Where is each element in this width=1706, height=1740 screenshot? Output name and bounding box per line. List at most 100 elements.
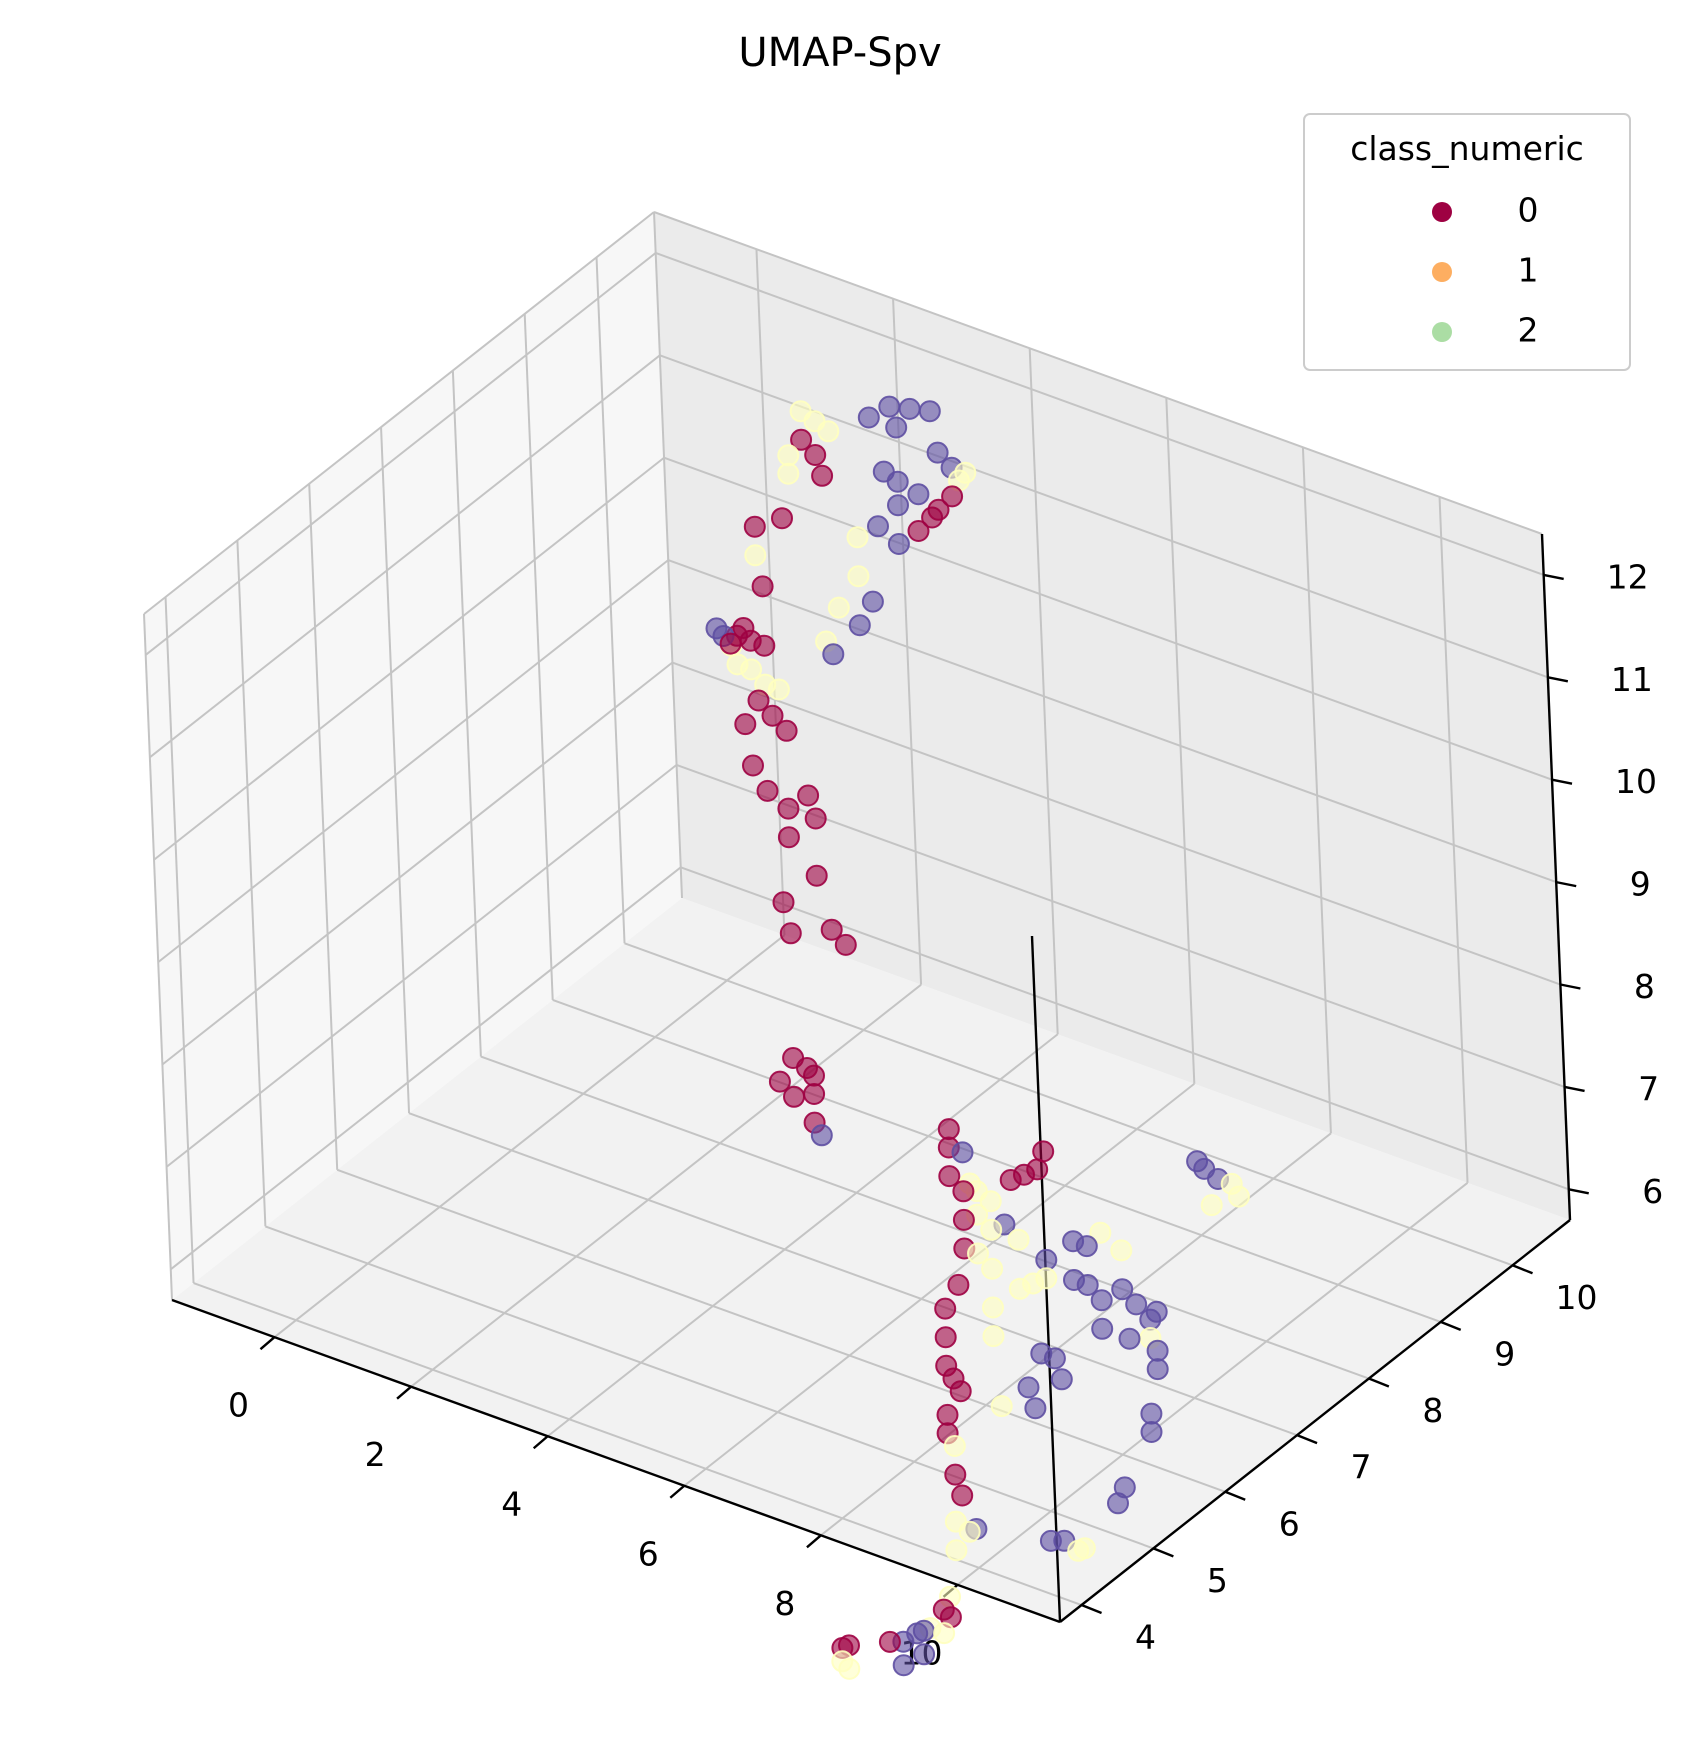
- data-point: [878, 1630, 901, 1653]
- grid-line-y: [408, 1112, 1298, 1437]
- z-tick: [1555, 880, 1577, 888]
- axis-panes: [144, 212, 1570, 1622]
- z-axis-line: [1540, 533, 1572, 1221]
- data-point: [810, 1124, 833, 1147]
- grid-line-z: [145, 252, 657, 656]
- grid-line-x: [1301, 447, 1332, 1134]
- legend-label: 2: [1518, 311, 1539, 350]
- y-tick-label: 8: [1422, 1391, 1443, 1430]
- z-tick: [1547, 676, 1569, 683]
- data-point: [887, 494, 909, 517]
- grid-line-z: [663, 456, 1553, 781]
- data-point: [907, 483, 930, 506]
- data-point: [804, 444, 827, 466]
- data-point: [934, 1326, 957, 1349]
- data-point: [783, 1085, 805, 1108]
- z-tick: [1568, 1188, 1589, 1195]
- x-axis-line: [171, 1298, 1061, 1624]
- x-tick: [806, 1534, 822, 1549]
- grid-line-z: [672, 661, 1561, 986]
- legend-frame: [1303, 113, 1631, 371]
- data-point: [898, 397, 921, 420]
- data-point: [1008, 1277, 1031, 1300]
- data-point: [779, 922, 802, 945]
- x-tick-label: 4: [501, 1485, 522, 1524]
- data-point: [1125, 1293, 1148, 1316]
- y-tick-label: 10: [1556, 1278, 1598, 1317]
- z-tick: [1560, 983, 1581, 990]
- legend-label: 1: [1518, 251, 1539, 290]
- data-point: [967, 1242, 989, 1265]
- data-point: [1017, 1376, 1040, 1399]
- y-tick: [1440, 1320, 1462, 1332]
- legend-marker: [1432, 262, 1452, 282]
- data-point: [817, 420, 840, 443]
- data-point: [734, 713, 757, 736]
- data-point: [943, 1435, 966, 1457]
- grid-line-z: [153, 456, 665, 861]
- data-point: [892, 1654, 915, 1677]
- data-point: [803, 1083, 826, 1105]
- data-point: [1024, 1397, 1047, 1420]
- data-point: [777, 797, 800, 820]
- data-point: [740, 658, 763, 681]
- data-point: [1007, 1228, 1030, 1251]
- legend: class_numeric 0 1 2: [1303, 113, 1631, 371]
- data-point: [811, 464, 834, 487]
- data-point: [756, 779, 779, 802]
- data-point: [938, 1165, 961, 1188]
- data-point: [827, 596, 850, 619]
- left-pane: [144, 212, 682, 1300]
- y-tick-label: 9: [1494, 1334, 1515, 1373]
- data-point: [761, 704, 784, 727]
- data-point: [1118, 1327, 1141, 1350]
- grid-line-y: [552, 998, 1442, 1323]
- x-tick: [669, 1484, 686, 1499]
- grid-line-y: [193, 1282, 1082, 1606]
- data-point: [980, 1218, 1003, 1241]
- grid-line-z: [655, 252, 1545, 576]
- data-point: [857, 406, 880, 429]
- data-point: [1227, 1185, 1250, 1208]
- data-point: [952, 1180, 975, 1203]
- data-point: [1089, 1221, 1112, 1244]
- data-point: [771, 507, 793, 530]
- chart-title: UMAP-Spv: [738, 30, 941, 76]
- data-point: [933, 1622, 956, 1645]
- z-tick-label: 6: [1642, 1172, 1663, 1211]
- data-point: [775, 719, 798, 742]
- data-point: [947, 1273, 970, 1296]
- data-point: [1035, 1248, 1058, 1271]
- legend-entries: 0 1 2: [1432, 191, 1539, 350]
- data-point: [847, 565, 870, 588]
- data-point: [777, 462, 800, 485]
- y-tick-label: 4: [1135, 1618, 1156, 1657]
- grid-line-x: [410, 983, 922, 1388]
- x-tick: [532, 1435, 549, 1450]
- data-point: [934, 1297, 957, 1320]
- data-point: [777, 826, 800, 849]
- data-point: [981, 1257, 1004, 1280]
- data-point: [1090, 1289, 1113, 1312]
- data-point: [805, 864, 828, 887]
- z-tick-label: 8: [1634, 967, 1655, 1006]
- grid-line-y: [308, 483, 339, 1170]
- grid-line-y: [336, 1168, 1226, 1493]
- grid-line-y: [236, 540, 267, 1227]
- data-point: [951, 1484, 974, 1507]
- data-point: [744, 544, 767, 567]
- pane-edge: [653, 211, 1543, 535]
- data-point: [1039, 1529, 1062, 1552]
- z-tick-label: 7: [1638, 1069, 1659, 1108]
- data-point: [846, 526, 869, 549]
- data-point: [867, 515, 889, 538]
- data-point: [941, 485, 964, 508]
- data-point: [951, 1141, 974, 1164]
- data-point: [944, 1463, 967, 1486]
- y-tick: [1368, 1377, 1390, 1388]
- pane-edge: [653, 211, 683, 899]
- grid-line-y: [480, 1055, 1370, 1380]
- pane-edge: [143, 613, 173, 1301]
- axes: 0246810456789106789101112: [171, 533, 1663, 1672]
- floor-pane: [172, 898, 1570, 1622]
